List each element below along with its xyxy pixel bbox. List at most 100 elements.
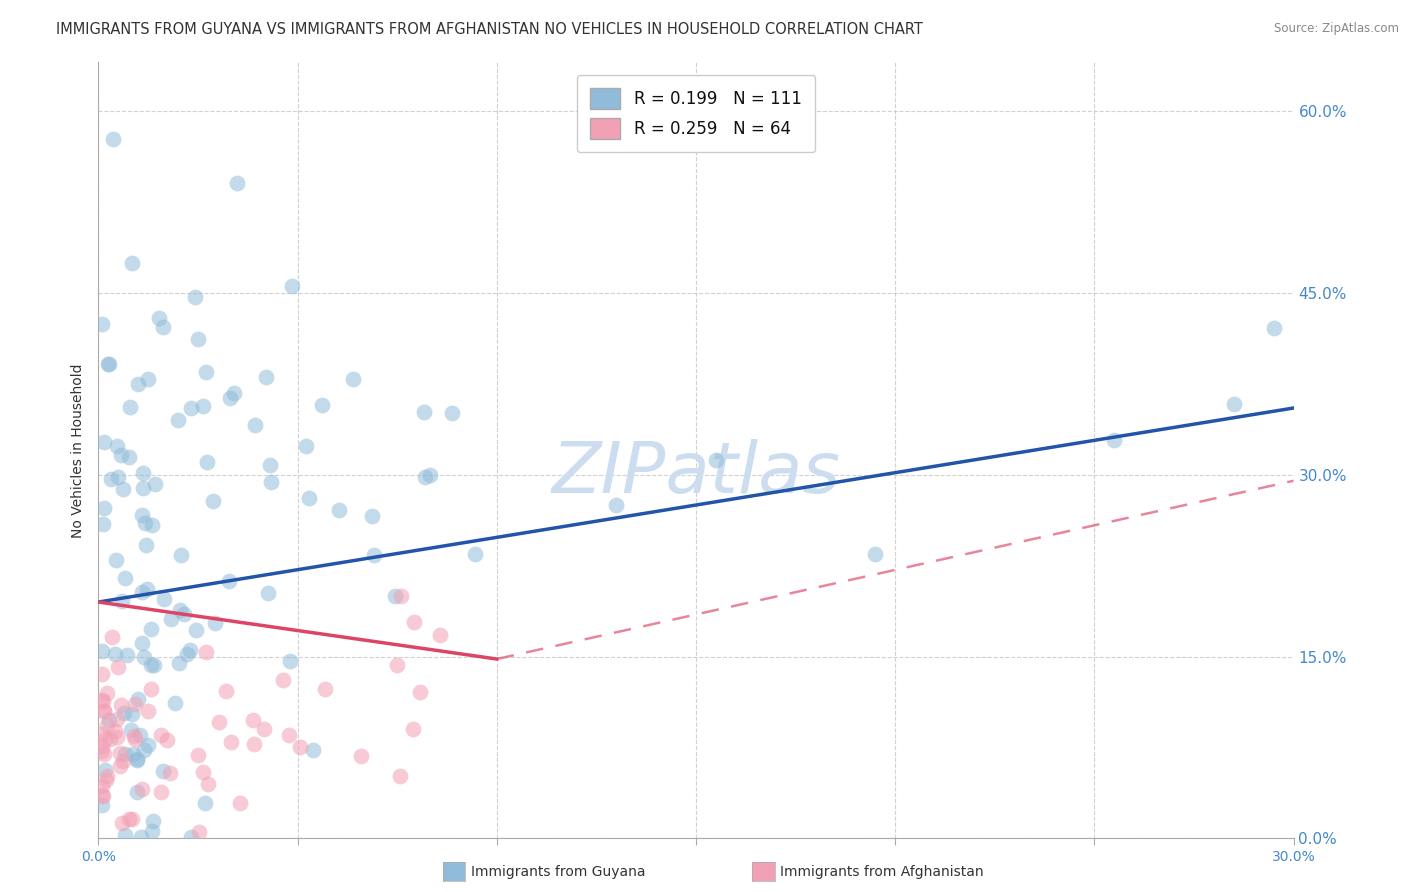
- Text: IMMIGRANTS FROM GUYANA VS IMMIGRANTS FROM AFGHANISTAN NO VEHICLES IN HOUSEHOLD C: IMMIGRANTS FROM GUYANA VS IMMIGRANTS FRO…: [56, 22, 924, 37]
- Point: [184, 623, 207, 637]
- Point: [112, 754, 135, 768]
- Point: [142, 657, 165, 672]
- Point: [153, 592, 176, 607]
- Point: [605, 498, 627, 512]
- Point: [110, 594, 132, 608]
- Point: [118, 400, 141, 414]
- Point: [429, 628, 451, 642]
- Point: [204, 615, 226, 630]
- Point: [252, 722, 274, 736]
- Point: [1223, 397, 1246, 411]
- Point: [176, 647, 198, 661]
- Point: [194, 796, 217, 810]
- Point: [134, 743, 156, 757]
- Point: [254, 370, 277, 384]
- Point: [413, 405, 436, 419]
- Point: [419, 467, 441, 482]
- Point: [179, 643, 201, 657]
- Point: [129, 830, 152, 845]
- Point: [97, 714, 120, 728]
- Point: [298, 491, 321, 506]
- Point: [865, 547, 887, 561]
- Point: [118, 812, 141, 826]
- Point: [361, 509, 384, 524]
- Point: [131, 782, 153, 797]
- Point: [93, 704, 115, 718]
- Point: [117, 450, 139, 465]
- Point: [91, 666, 114, 681]
- Point: [131, 635, 153, 649]
- Point: [114, 828, 136, 842]
- Point: [93, 434, 115, 449]
- Point: [131, 508, 153, 522]
- Point: [91, 789, 114, 803]
- Point: [96, 717, 118, 731]
- Point: [208, 714, 231, 729]
- Point: [152, 320, 174, 334]
- Point: [111, 815, 134, 830]
- Point: [363, 548, 385, 562]
- Point: [704, 453, 727, 467]
- Point: [93, 704, 115, 718]
- Point: [128, 728, 150, 742]
- Point: [98, 357, 121, 371]
- Point: [295, 438, 318, 452]
- Point: [91, 694, 114, 708]
- Point: [104, 648, 127, 662]
- Point: [226, 177, 249, 191]
- Text: Immigrants from Afghanistan: Immigrants from Afghanistan: [780, 865, 984, 880]
- Point: [104, 552, 127, 566]
- Point: [201, 494, 224, 508]
- Point: [141, 518, 163, 533]
- Point: [222, 386, 245, 401]
- Point: [100, 472, 122, 486]
- Point: [127, 376, 149, 391]
- Point: [167, 657, 190, 671]
- Legend: R = 0.199   N = 111, R = 0.259   N = 64: R = 0.199 N = 111, R = 0.259 N = 64: [576, 75, 815, 153]
- Point: [108, 746, 131, 760]
- Point: [91, 744, 114, 758]
- Point: [125, 785, 148, 799]
- Point: [243, 417, 266, 432]
- Point: [385, 658, 408, 673]
- Point: [152, 764, 174, 779]
- Point: [159, 766, 181, 780]
- Point: [96, 685, 118, 699]
- Point: [402, 615, 425, 629]
- Point: [187, 333, 209, 347]
- Point: [169, 603, 191, 617]
- Point: [91, 779, 114, 793]
- Point: [195, 365, 218, 379]
- Point: [193, 765, 215, 780]
- Point: [259, 458, 281, 472]
- Point: [97, 357, 120, 371]
- Point: [215, 684, 238, 698]
- Point: [218, 574, 240, 589]
- Point: [187, 747, 209, 762]
- Point: [219, 392, 242, 406]
- Point: [184, 290, 207, 304]
- Point: [311, 398, 333, 412]
- Point: [136, 704, 159, 718]
- Text: Immigrants from Guyana: Immigrants from Guyana: [471, 865, 645, 880]
- Point: [94, 731, 117, 746]
- Point: [187, 825, 209, 839]
- Point: [94, 764, 117, 778]
- Point: [194, 645, 217, 659]
- Point: [107, 660, 129, 674]
- Point: [131, 481, 153, 495]
- Point: [342, 372, 364, 386]
- Point: [91, 789, 114, 803]
- Point: [280, 279, 302, 293]
- Point: [108, 759, 131, 773]
- Point: [121, 256, 143, 270]
- Point: [314, 681, 336, 696]
- Point: [302, 742, 325, 756]
- Point: [389, 769, 412, 783]
- Point: [136, 739, 159, 753]
- Point: [91, 693, 114, 707]
- Point: [91, 739, 114, 754]
- Point: [134, 516, 156, 530]
- Point: [124, 697, 146, 711]
- Point: [278, 727, 301, 741]
